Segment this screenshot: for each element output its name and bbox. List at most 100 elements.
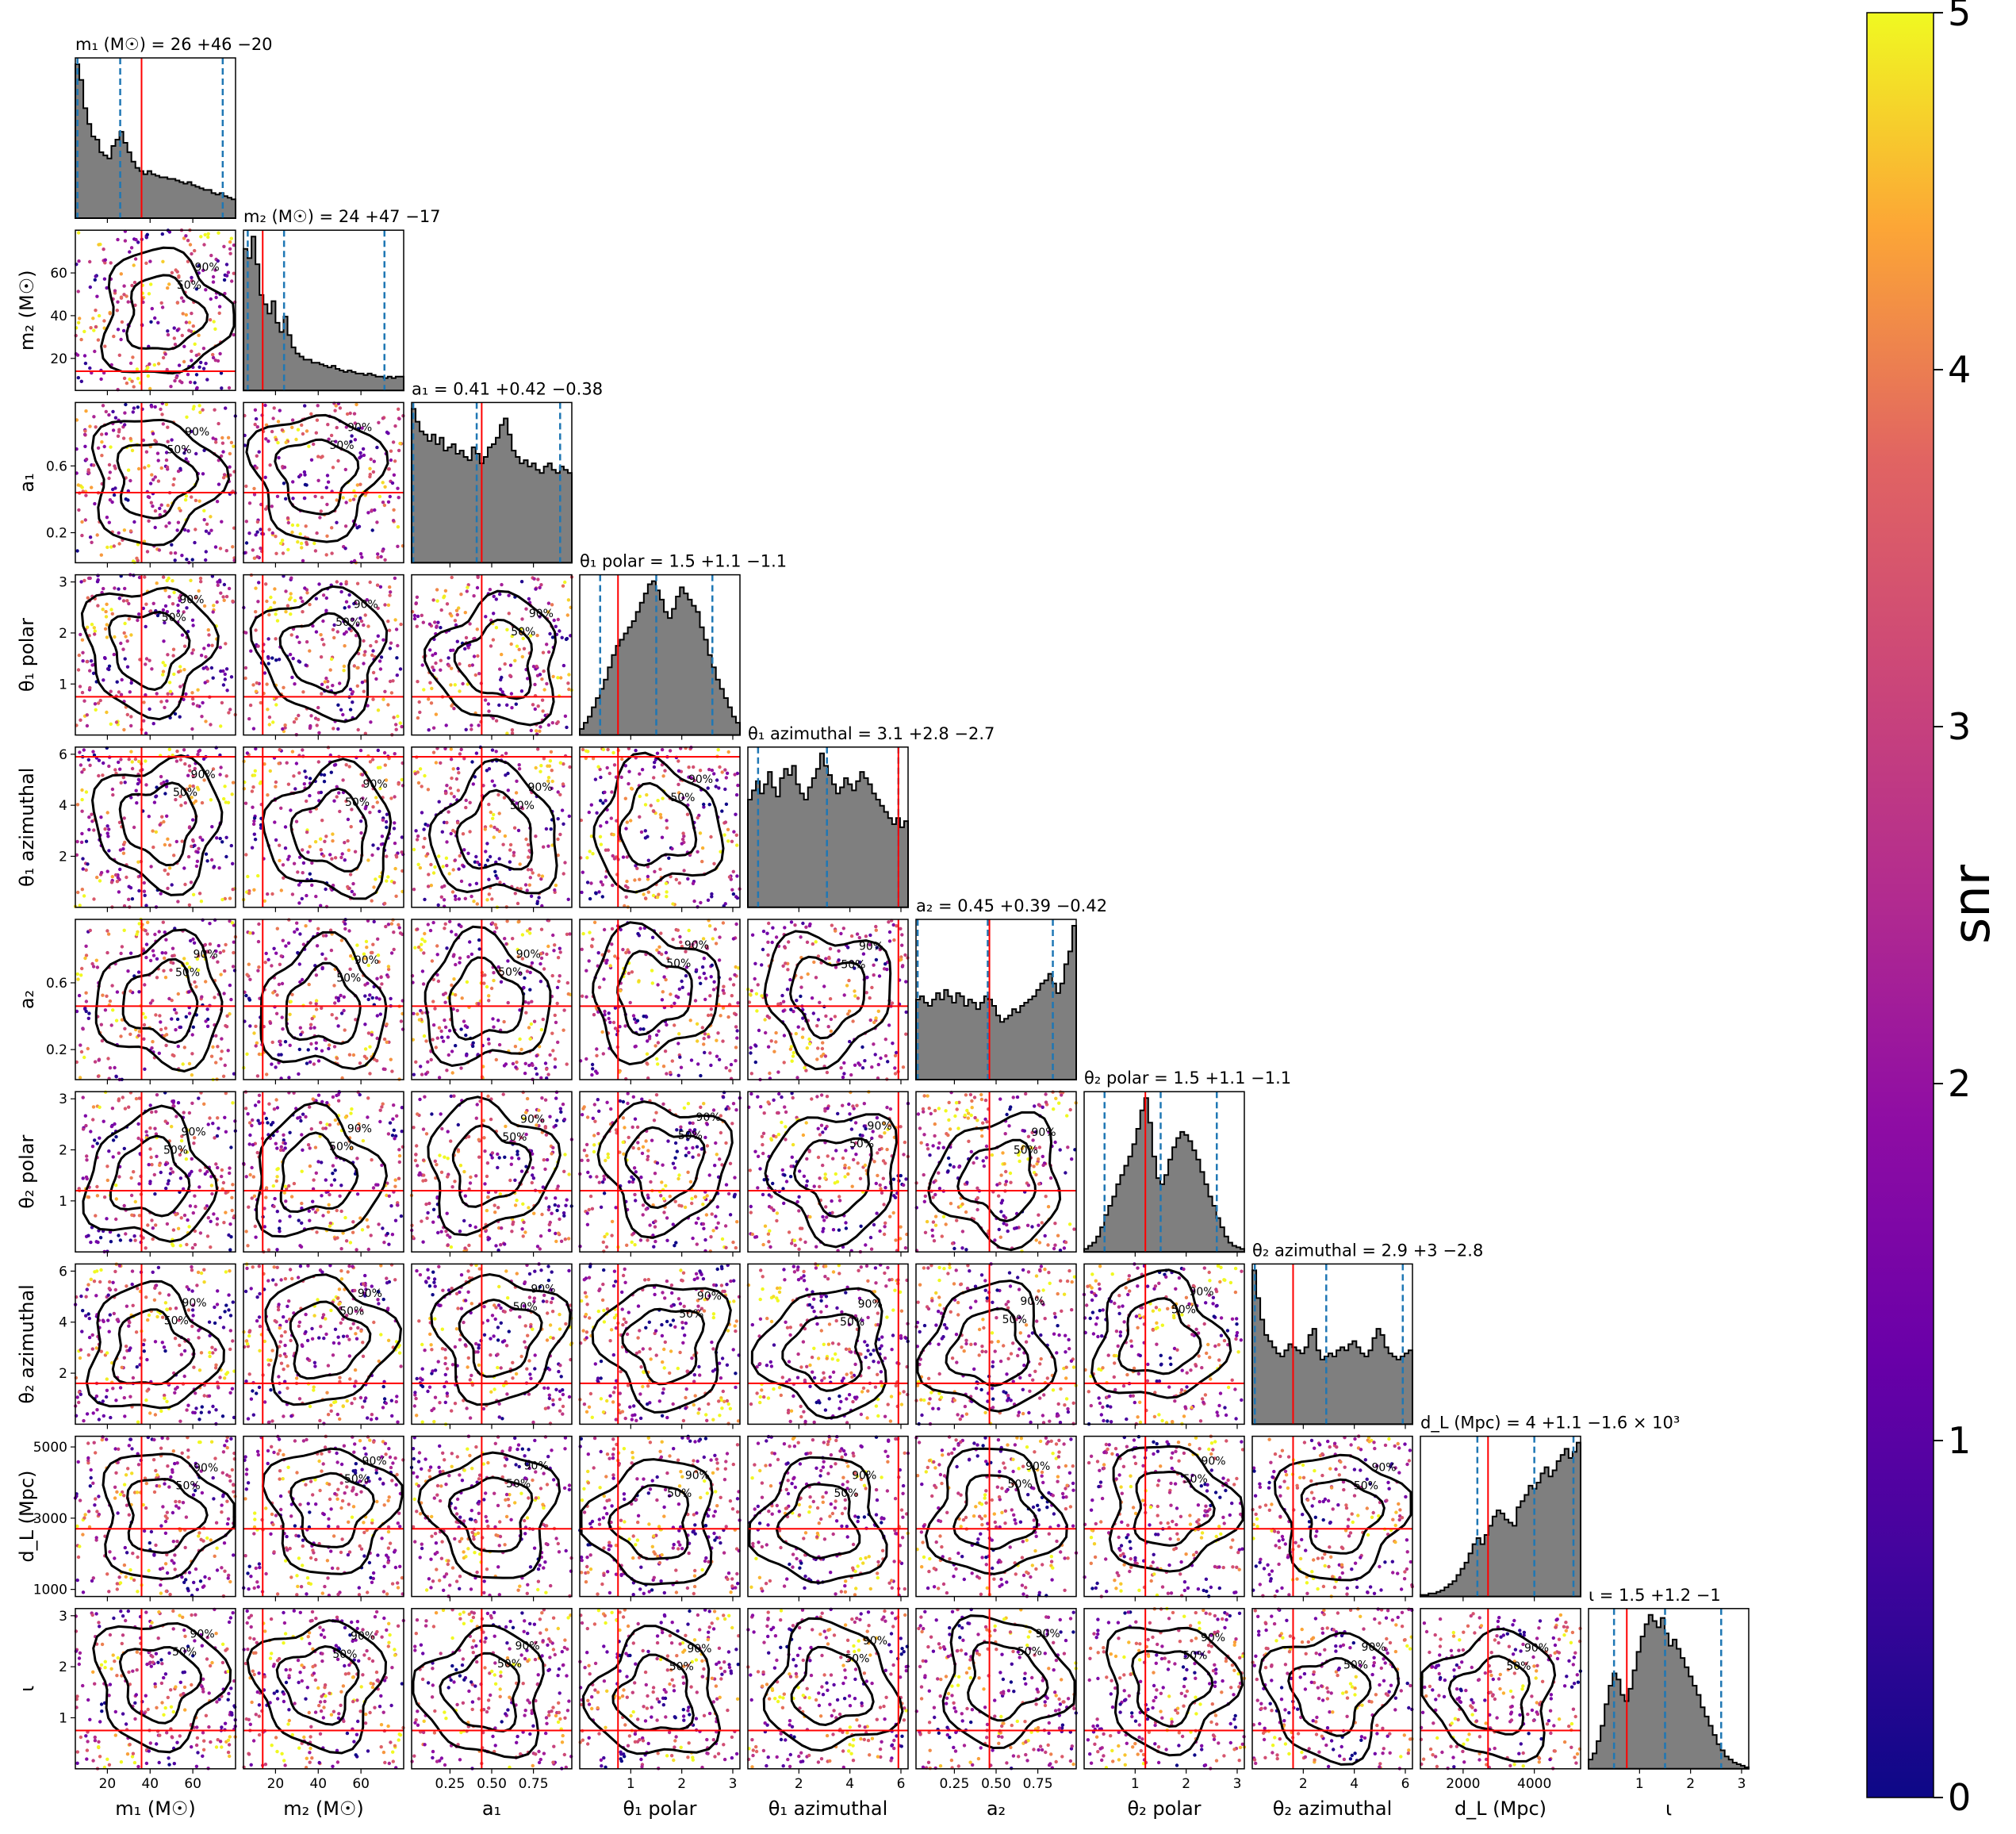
scatter-point xyxy=(718,935,722,939)
scatter-point xyxy=(113,416,118,420)
scatter-point xyxy=(219,765,223,769)
scatter-point xyxy=(120,320,125,324)
scatter-point xyxy=(174,375,178,380)
scatter-point xyxy=(163,792,167,796)
scatter-point xyxy=(500,690,504,694)
scatter-point xyxy=(114,1217,118,1222)
scatter-point xyxy=(656,1062,660,1066)
scatter-point xyxy=(500,1226,504,1230)
scatter-point xyxy=(660,835,665,839)
scatter-point xyxy=(81,1027,85,1031)
scatter-point xyxy=(332,727,335,731)
scatter-point xyxy=(123,411,127,415)
scatter-point xyxy=(749,1051,753,1055)
scatter-point xyxy=(78,750,82,754)
scatter-point xyxy=(151,999,155,1003)
scatter-point xyxy=(492,1025,496,1029)
scatter-point xyxy=(314,1171,318,1176)
scatter-point xyxy=(227,386,232,390)
scatter-point xyxy=(171,1170,175,1174)
scatter-point xyxy=(161,422,165,426)
scatter-point xyxy=(125,294,128,298)
scatter-point xyxy=(320,455,324,458)
scatter-point xyxy=(876,1062,881,1067)
scatter-point xyxy=(428,681,432,685)
scatter-point xyxy=(224,594,229,599)
scatter-point xyxy=(904,1010,908,1015)
scatter-point xyxy=(169,968,173,973)
scatter-point xyxy=(190,696,195,701)
scatter-point xyxy=(379,554,383,558)
scatter-point xyxy=(706,898,711,903)
scatter-point xyxy=(290,418,295,422)
scatter-point xyxy=(731,937,736,941)
scatter-point xyxy=(176,469,181,474)
scatter-point xyxy=(169,961,173,965)
scatter-point xyxy=(494,926,499,930)
scatter-point xyxy=(663,1049,668,1053)
scatter-point xyxy=(119,781,123,785)
scatter-point xyxy=(94,708,98,712)
scatter-point xyxy=(391,679,395,683)
scatter-point xyxy=(335,1236,339,1240)
scatter-point xyxy=(297,771,301,775)
scatter-point xyxy=(550,973,554,978)
scatter-point xyxy=(194,451,198,456)
scatter-point xyxy=(194,528,197,531)
scatter-point xyxy=(580,947,584,952)
scatter-point xyxy=(199,900,204,904)
scatter-point xyxy=(144,759,148,763)
scatter-point xyxy=(538,1247,542,1251)
scatter-point xyxy=(501,1092,505,1096)
scatter-point xyxy=(202,508,206,512)
scatter-point xyxy=(485,1174,489,1179)
scatter-point xyxy=(206,627,210,632)
scatter-point xyxy=(422,827,426,831)
scatter-point xyxy=(84,1123,88,1128)
scatter-point xyxy=(786,968,790,972)
scatter-point xyxy=(230,1195,234,1200)
scatter-point xyxy=(211,676,215,680)
scatter-point xyxy=(190,691,194,695)
scatter-point xyxy=(904,1032,908,1036)
scatter-point xyxy=(312,1026,316,1030)
scatter-point xyxy=(338,406,343,410)
scatter-point xyxy=(443,1155,447,1159)
scatter-point xyxy=(360,426,364,430)
scatter-point xyxy=(102,370,106,375)
scatter-point xyxy=(206,1122,210,1126)
scatter-point xyxy=(224,406,228,410)
scatter-point xyxy=(374,639,378,644)
scatter-point xyxy=(435,953,439,957)
scatter-point xyxy=(180,554,184,558)
scatter-point xyxy=(110,1107,115,1111)
scatter-point xyxy=(465,980,470,984)
scatter-point xyxy=(344,580,348,584)
scatter-point xyxy=(231,545,235,549)
scatter-point xyxy=(673,1001,676,1006)
scatter-point xyxy=(515,1199,519,1203)
scatter-point xyxy=(224,1191,228,1195)
scatter-point xyxy=(115,990,120,994)
scatter-point xyxy=(368,466,372,470)
y-tick-label: 60 xyxy=(50,266,67,282)
scatter-point xyxy=(452,795,456,799)
scatter-point xyxy=(266,1121,270,1125)
scatter-point xyxy=(132,520,136,524)
scatter-point xyxy=(277,658,282,662)
scatter-point xyxy=(390,481,395,485)
scatter-point xyxy=(182,1213,187,1218)
scatter-point xyxy=(363,1023,367,1026)
scatter-point xyxy=(613,954,617,958)
scatter-point xyxy=(79,1049,84,1054)
scatter-point xyxy=(837,958,841,962)
scatter-point xyxy=(144,783,148,787)
scatter-point xyxy=(339,589,343,594)
scatter-panel-theta1_polar-vs-a1: 90%50% xyxy=(410,574,574,740)
scatter-point xyxy=(313,494,317,498)
contour-label: 90% xyxy=(194,949,218,961)
scatter-point xyxy=(482,1136,486,1140)
scatter-point xyxy=(137,1214,142,1218)
scatter-point xyxy=(274,780,278,785)
scatter-point xyxy=(178,1176,183,1180)
